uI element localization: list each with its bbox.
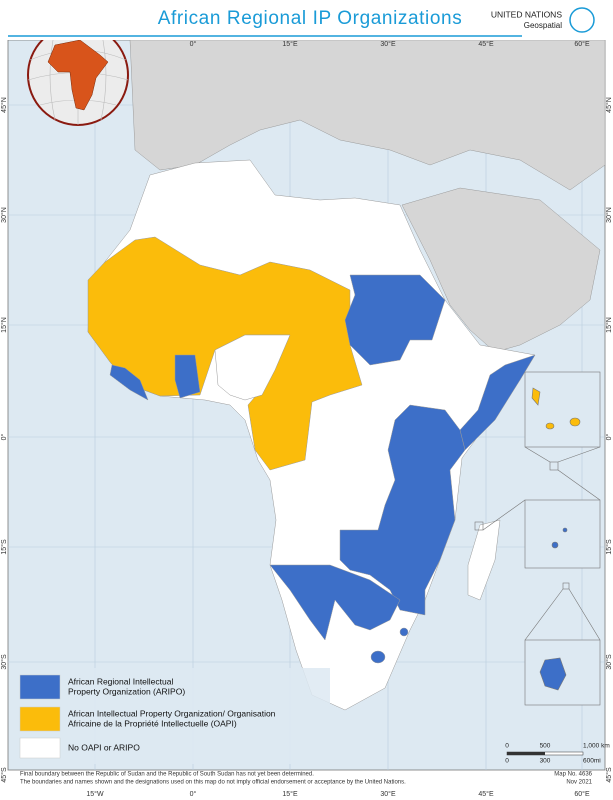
- legend-label: No OAPI or ARIPO: [68, 742, 140, 752]
- title-band: [0, 0, 613, 40]
- map-number: Map No. 4636: [554, 772, 592, 778]
- longitude-label: 15°E: [282, 40, 298, 48]
- latitude-label: 30°N: [605, 207, 613, 223]
- latitude-label: 30°S: [0, 654, 8, 670]
- scale-label: 500: [540, 743, 551, 750]
- insets: [474, 371, 601, 706]
- latitude-label: 15°S: [0, 539, 8, 555]
- legend-swatch: [19, 706, 61, 732]
- longitude-label: 30°E: [380, 40, 396, 48]
- scale-label: 0: [505, 758, 509, 765]
- footnote: Final boundary between the Republic of S…: [20, 772, 314, 778]
- longitude-label: 45°E: [478, 790, 494, 798]
- scale-label: 1,000 km: [583, 743, 610, 750]
- scale-label: 0: [505, 743, 509, 750]
- latitude-label: 45°S: [605, 767, 613, 783]
- legend-swatch: [19, 737, 61, 759]
- latitude-label: 0°: [0, 433, 8, 440]
- legend-label: Africaine de la Propriété Intellectuelle…: [68, 718, 237, 728]
- legend-swatch: [19, 674, 61, 700]
- latitude-label: 0°: [605, 433, 613, 440]
- longitude-label: 45°E: [478, 40, 494, 48]
- longitude-label: 15°E: [282, 790, 298, 798]
- longitude-label: 0°: [190, 790, 197, 798]
- map-number: Nov 2021: [566, 780, 592, 786]
- title: African Regional IP Organizations: [158, 8, 463, 29]
- scale-bar: [506, 751, 584, 756]
- longitude-label: 30°E: [380, 790, 396, 798]
- latitude-label: 45°S: [0, 767, 8, 783]
- latitude-label: 45°N: [605, 97, 613, 113]
- footnote: The boundaries and names shown and the d…: [20, 780, 406, 786]
- latitude-label: 30°N: [0, 207, 8, 223]
- longitude-label: 60°E: [574, 790, 590, 798]
- latitude-label: 30°S: [605, 654, 613, 670]
- longitude-label: 15°W: [86, 790, 104, 798]
- latitude-label: 15°N: [605, 317, 613, 333]
- latitude-label: 15°S: [605, 539, 613, 555]
- longitude-label: 60°E: [574, 40, 590, 48]
- aripo-area: [109, 274, 536, 664]
- latitude-label: 15°N: [0, 317, 8, 333]
- scale-label: 300: [540, 758, 551, 765]
- legend-box: [18, 668, 330, 764]
- org-unit: Geospatial: [524, 21, 562, 30]
- scale-label: 600mi: [583, 758, 601, 765]
- globe: [27, 24, 129, 126]
- latitude-label: 45°N: [0, 97, 8, 113]
- legend-label: Property Organization (ARIPO): [68, 686, 185, 696]
- org-name: UNITED NATIONS: [491, 9, 562, 19]
- un-emblem: [569, 7, 595, 33]
- legend-label: African Regional Intellectual: [68, 676, 173, 686]
- no-org-area: [214, 334, 501, 601]
- longitude-label: 0°: [190, 40, 197, 48]
- legend-label: African Intellectual Property Organizati…: [68, 708, 276, 718]
